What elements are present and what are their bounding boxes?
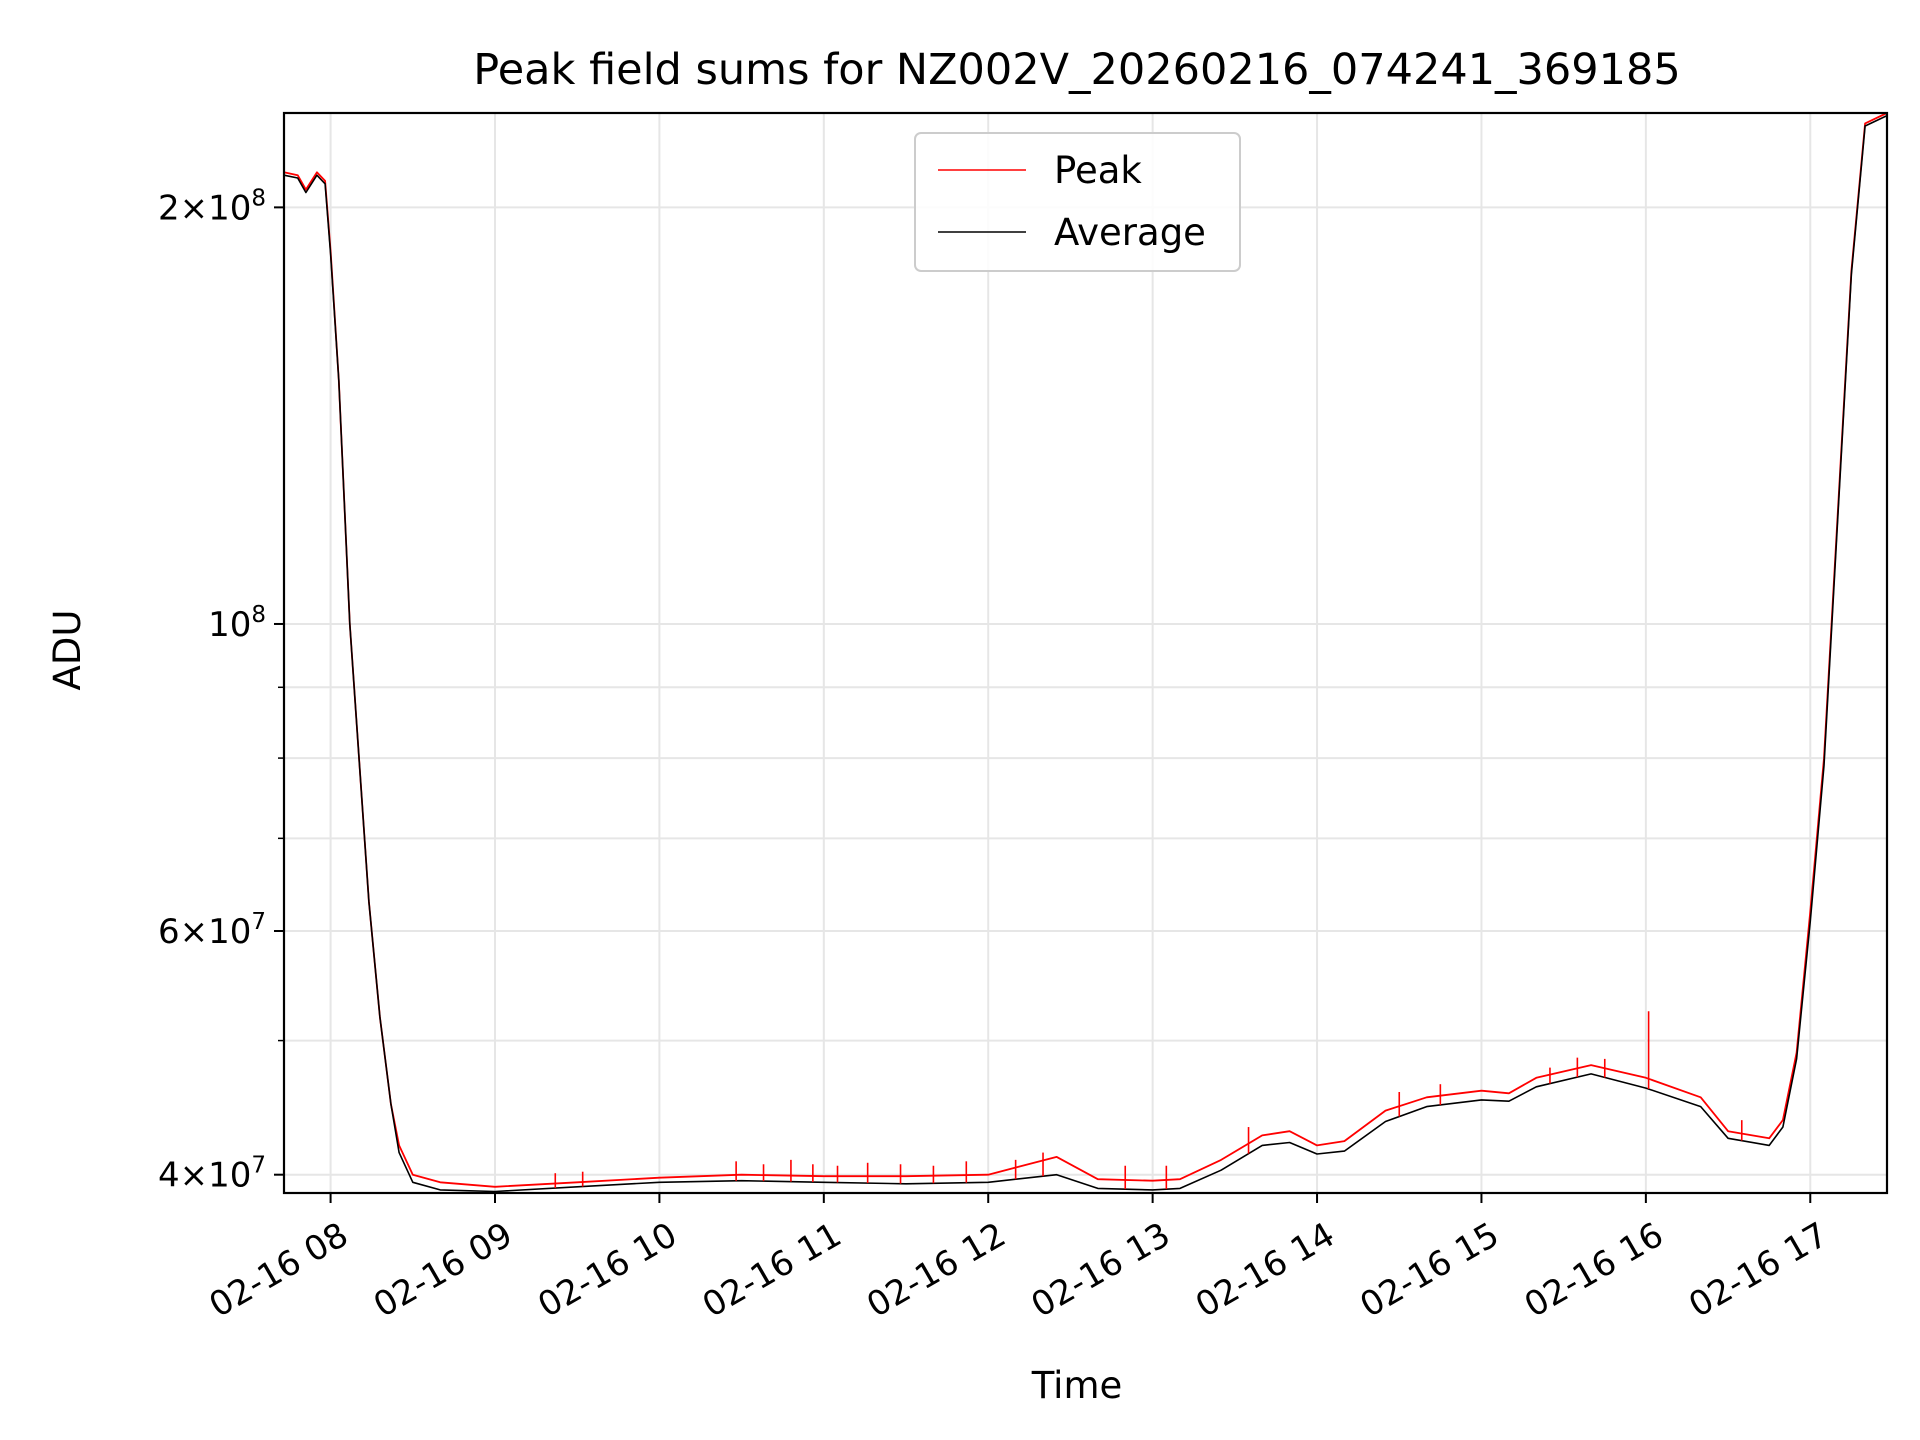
legend: Peak Average	[914, 132, 1241, 272]
series-layer	[283, 112, 1888, 1193]
plot-frame	[282, 111, 1889, 1195]
series-line-average	[283, 114, 1888, 1193]
x-axis-label: Time	[1031, 1364, 1123, 1407]
legend-label-peak: Peak	[1054, 149, 1142, 192]
y-tick-label: 6×107	[158, 909, 266, 952]
y-tick-label: 108	[208, 602, 266, 645]
legend-label-average: Average	[1054, 211, 1206, 254]
legend-box	[914, 132, 1241, 272]
y-tick-label: 2×108	[158, 185, 266, 228]
y-tick-label: 4×107	[158, 1153, 266, 1196]
grid-layer	[284, 113, 1887, 1193]
chart-title: Peak field sums for NZ002V_20260216_0742…	[473, 45, 1680, 95]
y-axis-label: ADU	[46, 610, 89, 691]
